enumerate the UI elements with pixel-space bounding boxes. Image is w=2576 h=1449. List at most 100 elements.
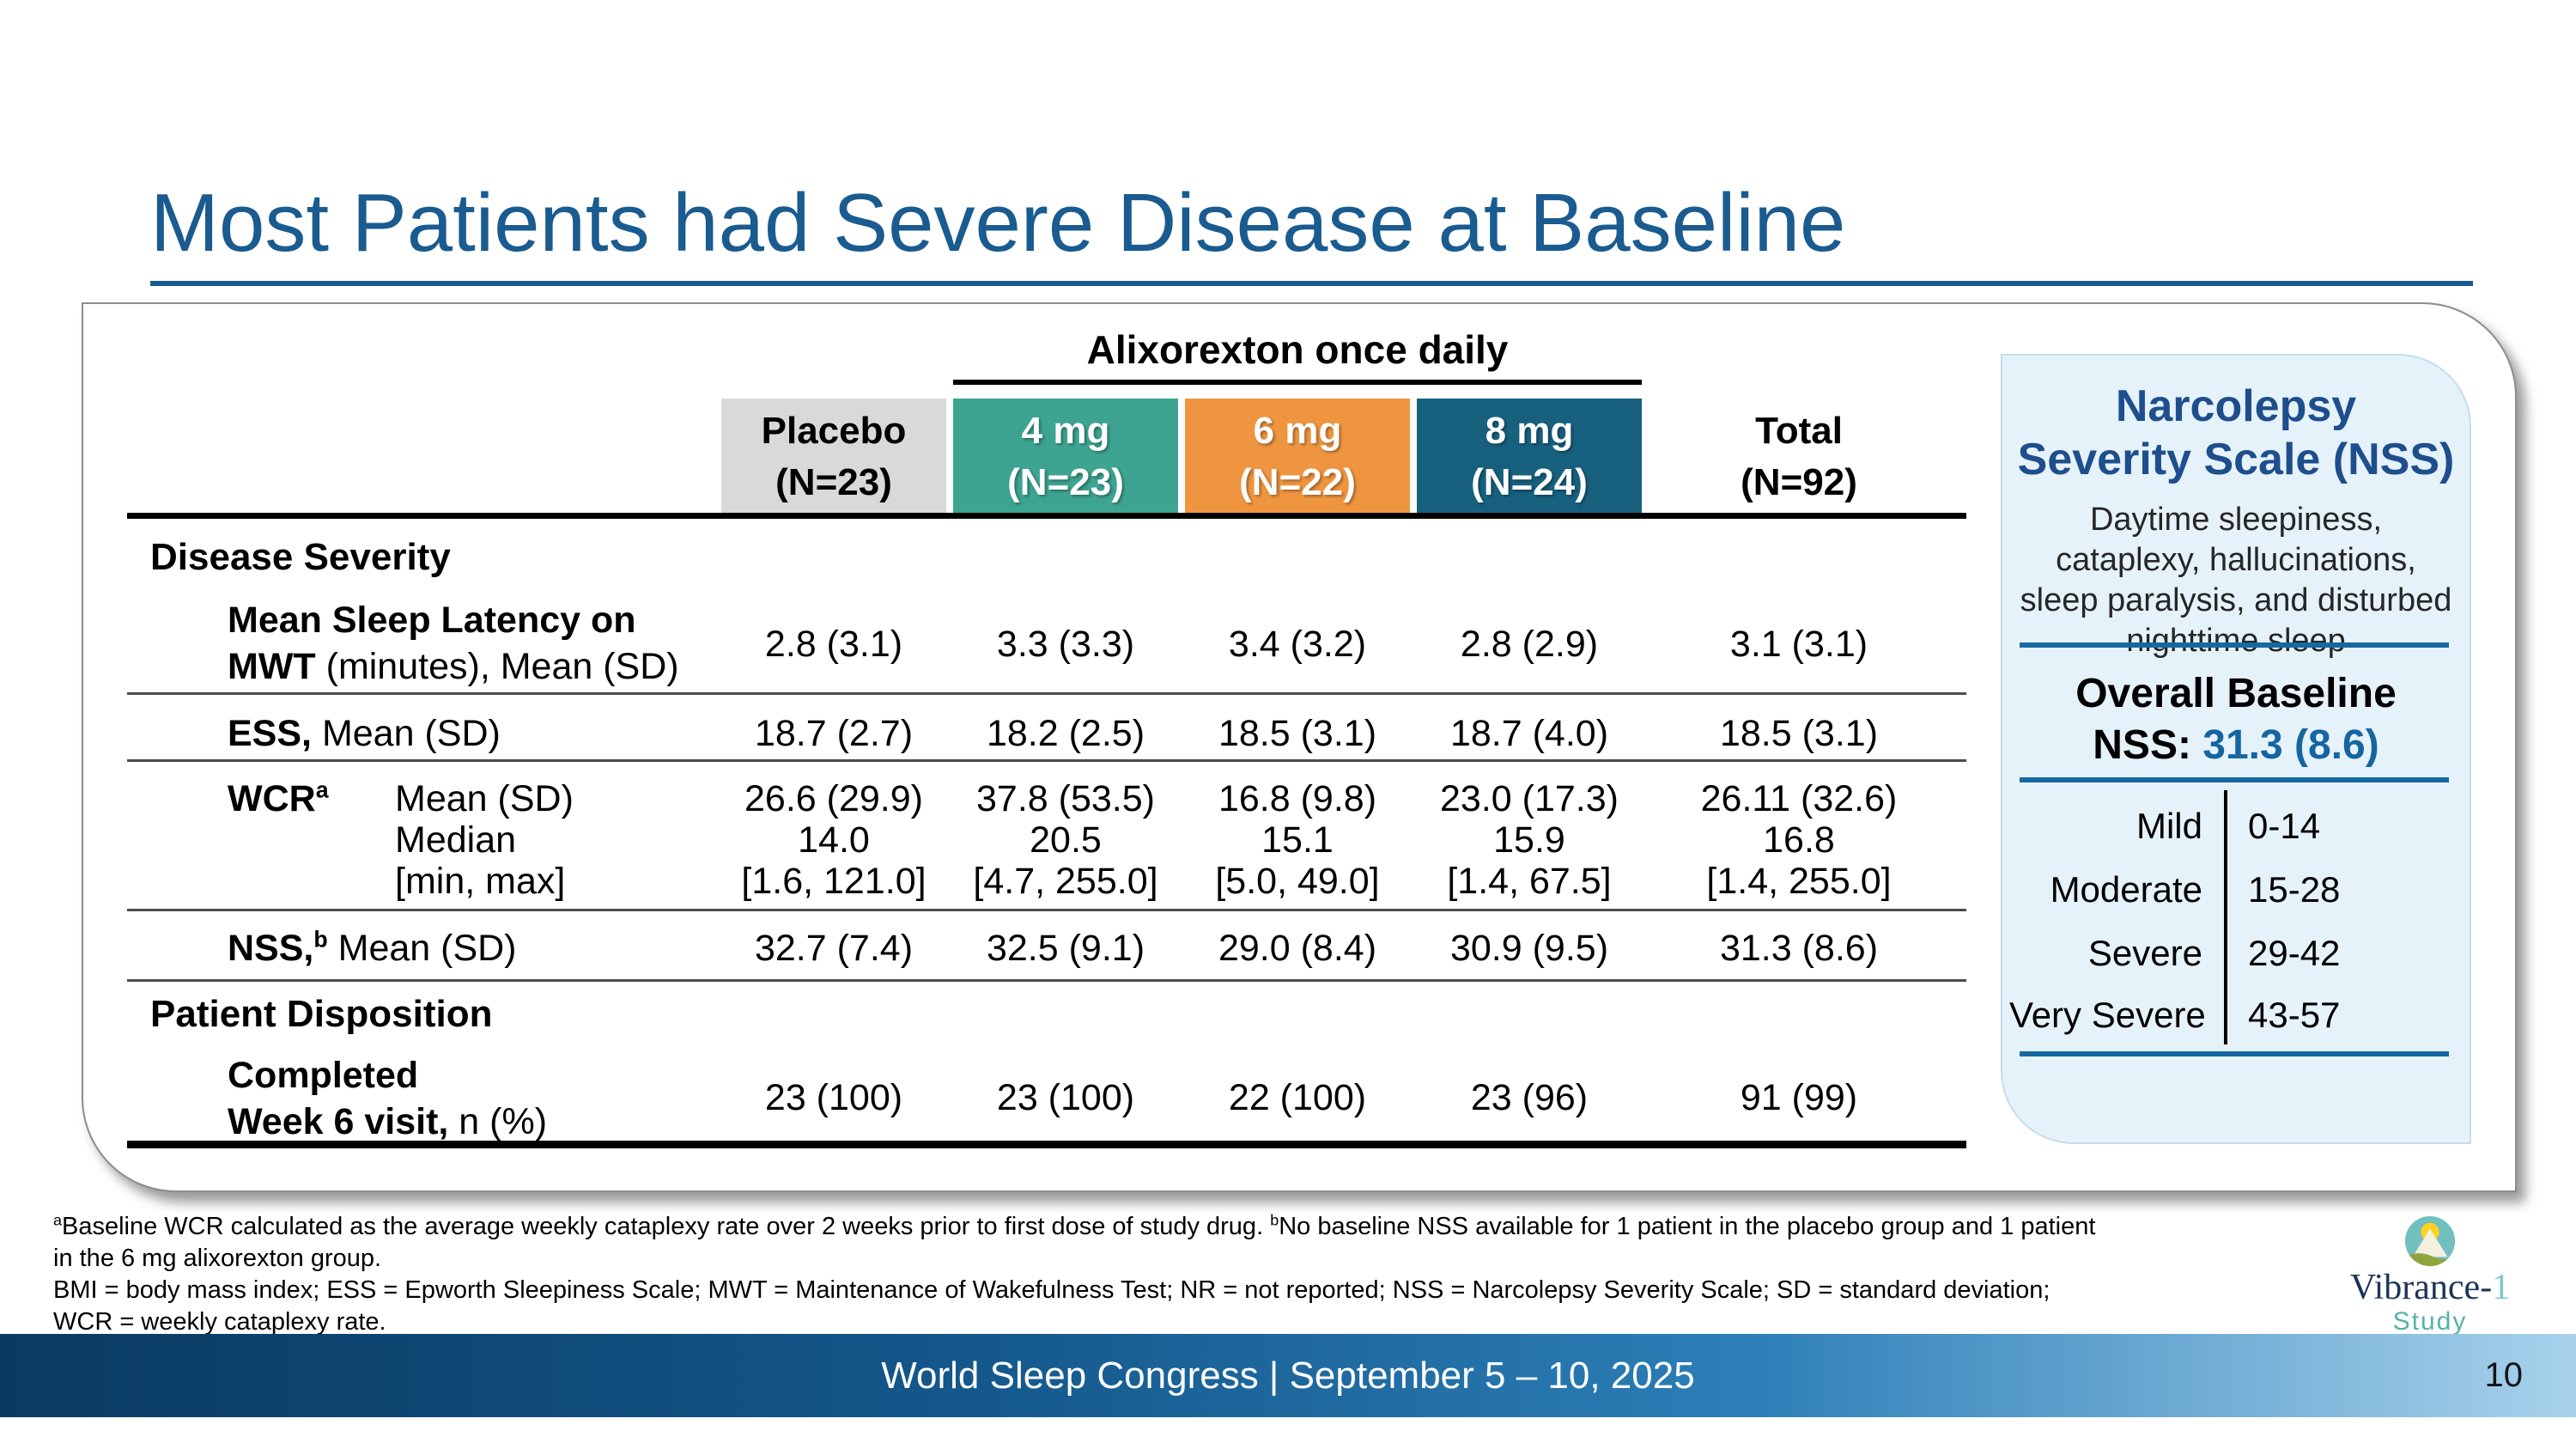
row-label-mwt-line2: MWT (minutes), Mean (SD) xyxy=(228,646,679,688)
cell-wcr-mean-4mg: 37.8 (53.5) xyxy=(976,778,1155,819)
overall-baseline-value: 31.3 (8.6) xyxy=(2202,722,2379,768)
vibrance-logo-study: Study xyxy=(2392,1307,2468,1336)
row-label-mwt-rest: (minutes), Mean (SD) xyxy=(315,646,679,687)
col-header-8mg-line1: 8 mg xyxy=(1485,410,1574,452)
row-label-nss-bold-text: NSS, xyxy=(228,928,314,969)
col-header-4mg-line1: 4 mg xyxy=(1021,410,1110,452)
vibrance-logo-icon xyxy=(2404,1215,2456,1267)
cell-wcr-median-placebo: 14.0 xyxy=(798,819,870,861)
panel-divider xyxy=(2020,1051,2449,1056)
cell-wcr-mean-total: 26.11 (32.6) xyxy=(1700,778,1898,819)
severity-label-very-severe: Very Severe xyxy=(2009,995,2206,1035)
severity-range-very-severe: 43-57 xyxy=(2248,995,2341,1035)
cell-wcr-minmax-6mg: [5.0, 49.0] xyxy=(1215,861,1380,902)
cell-wcr-median-4mg: 20.5 xyxy=(1030,819,1102,861)
col-header-placebo-line2: (N=23) xyxy=(775,461,892,503)
cell-mwt-total: 3.1 (3.1) xyxy=(1729,624,1868,665)
col-header-4mg: 4 mg (N=23) xyxy=(953,399,1178,515)
cell-mwt-8mg: 2.8 (2.9) xyxy=(1460,624,1599,665)
section-patient-disposition: Patient Disposition xyxy=(150,993,493,1035)
col-header-6mg-line1: 6 mg xyxy=(1253,410,1342,452)
severity-label-mild: Mild xyxy=(2136,806,2202,846)
row-label-mwt-bold: MWT xyxy=(228,646,316,687)
title-underline xyxy=(150,281,2473,286)
cell-completed-6mg: 22 (100) xyxy=(1228,1077,1367,1118)
row-label-ess-bold: ESS, xyxy=(228,713,312,754)
cell-wcr-minmax-total: [1.4, 255.0] xyxy=(1706,861,1892,902)
row-label-wcr: WCRa xyxy=(228,778,329,820)
row-label-ess: ESS, Mean (SD) xyxy=(228,713,501,755)
row-label-nss-bold: NSS,b xyxy=(228,928,328,969)
footnote-sup-a: a xyxy=(53,1211,62,1229)
footnote-a-text: Baseline WCR calculated as the average w… xyxy=(62,1213,1271,1240)
row-label-nss: NSS,b Mean (SD) xyxy=(228,928,517,970)
footnote-line1: aBaseline WCR calculated as the average … xyxy=(53,1211,2095,1243)
row-divider xyxy=(127,759,1966,762)
col-header-placebo-line1: Placebo xyxy=(761,410,907,452)
footnote-b-text: No baseline NSS available for 1 patient … xyxy=(1279,1213,2096,1240)
col-header-total-line1: Total xyxy=(1755,410,1843,452)
col-header-8mg: 8 mg (N=24) xyxy=(1417,399,1642,515)
row-label-completed-rest: n (%) xyxy=(448,1101,548,1142)
nss-panel-title-line1: Narcolepsy xyxy=(2115,381,2357,431)
severity-range-mild: 0-14 xyxy=(2248,806,2321,846)
panel-divider xyxy=(2020,777,2449,782)
nss-panel xyxy=(2001,354,2471,1144)
cell-wcr-mean-placebo: 26.6 (29.9) xyxy=(744,778,923,819)
page-number: 10 xyxy=(2484,1356,2524,1394)
row-label-completed-line2: Week 6 visit, n (%) xyxy=(228,1101,547,1143)
cell-completed-8mg: 23 (96) xyxy=(1470,1077,1589,1118)
cell-mwt-4mg: 3.3 (3.3) xyxy=(996,624,1135,665)
row-sublabel-wcr-mean: Mean (SD) xyxy=(395,778,574,819)
row-label-wcr-bold: WCR xyxy=(228,778,316,819)
col-header-total: Total (N=92) xyxy=(1649,399,1949,515)
vibrance-logo-name: Vibrance-1 xyxy=(2318,1268,2542,1307)
col-header-6mg-line2: (N=22) xyxy=(1239,461,1356,503)
row-label-ess-rest: Mean (SD) xyxy=(312,713,501,754)
cell-nss-placebo: 32.7 (7.4) xyxy=(754,928,914,969)
cell-ess-8mg: 18.7 (4.0) xyxy=(1449,713,1609,754)
footnote-line2: in the 6 mg alixorexton group. xyxy=(53,1245,382,1272)
nss-panel-title: Narcolepsy Severity Scale (NSS) xyxy=(2001,380,2471,486)
cell-ess-total: 18.5 (3.1) xyxy=(1719,713,1879,754)
cell-wcr-mean-8mg: 23.0 (17.3) xyxy=(1440,778,1619,819)
col-header-8mg-line2: (N=24) xyxy=(1471,461,1588,503)
footnote-line3: BMI = body mass index; ESS = Epworth Sle… xyxy=(53,1276,2050,1304)
col-header-4mg-line2: (N=23) xyxy=(1007,461,1124,503)
nss-panel-subtitle: Daytime sleepiness, cataplexy, hallucina… xyxy=(2020,502,2452,659)
cell-nss-total: 31.3 (8.6) xyxy=(1719,928,1879,969)
severity-range-severe: 29-42 xyxy=(2248,933,2341,973)
cell-nss-8mg: 30.9 (9.5) xyxy=(1449,928,1609,969)
row-divider xyxy=(127,979,1966,982)
cell-wcr-minmax-8mg: [1.4, 67.5] xyxy=(1447,861,1612,902)
row-label-completed-line1: Completed xyxy=(228,1055,419,1096)
cell-completed-4mg: 23 (100) xyxy=(996,1077,1135,1118)
cell-ess-4mg: 18.2 (2.5) xyxy=(986,713,1145,754)
cell-nss-6mg: 29.0 (8.4) xyxy=(1218,928,1377,969)
vibrance-logo-name-suffix: 1 xyxy=(2492,1268,2511,1307)
overall-baseline-line2: NSS: 31.3 (8.6) xyxy=(2001,720,2471,771)
overall-baseline-label: NSS: xyxy=(2093,722,2203,768)
severity-label-severe: Severe xyxy=(2087,933,2202,973)
cell-wcr-mean-6mg: 16.8 (9.8) xyxy=(1218,778,1377,819)
footer-bar xyxy=(0,1334,2576,1417)
row-divider xyxy=(127,692,1966,695)
panel-divider xyxy=(2020,642,2449,648)
cell-ess-placebo: 18.7 (2.7) xyxy=(754,713,914,754)
footer-text: World Sleep Congress | September 5 – 10,… xyxy=(881,1355,1695,1397)
row-divider xyxy=(127,909,1966,911)
severity-range-moderate: 15-28 xyxy=(2248,869,2341,910)
row-sublabel-wcr-median: Median xyxy=(395,819,517,861)
row-label-nss-rest: Mean (SD) xyxy=(327,928,517,969)
row-label-wcr-sup: a xyxy=(315,776,329,803)
severity-label-moderate: Moderate xyxy=(2050,869,2202,910)
cell-nss-4mg: 32.5 (9.1) xyxy=(986,928,1145,969)
cell-completed-total: 91 (99) xyxy=(1740,1077,1858,1118)
overall-baseline-nss: Overall Baseline NSS: 31.3 (8.6) xyxy=(2001,668,2471,771)
vibrance-study-logo: Vibrance-1 Study xyxy=(2318,1215,2542,1336)
cell-wcr-median-8mg: 15.9 xyxy=(1493,819,1565,861)
cell-wcr-minmax-4mg: [4.7, 255.0] xyxy=(973,861,1158,902)
page-title: Most Patients had Severe Disease at Base… xyxy=(150,177,1846,269)
cell-mwt-placebo: 2.8 (3.1) xyxy=(764,624,903,665)
